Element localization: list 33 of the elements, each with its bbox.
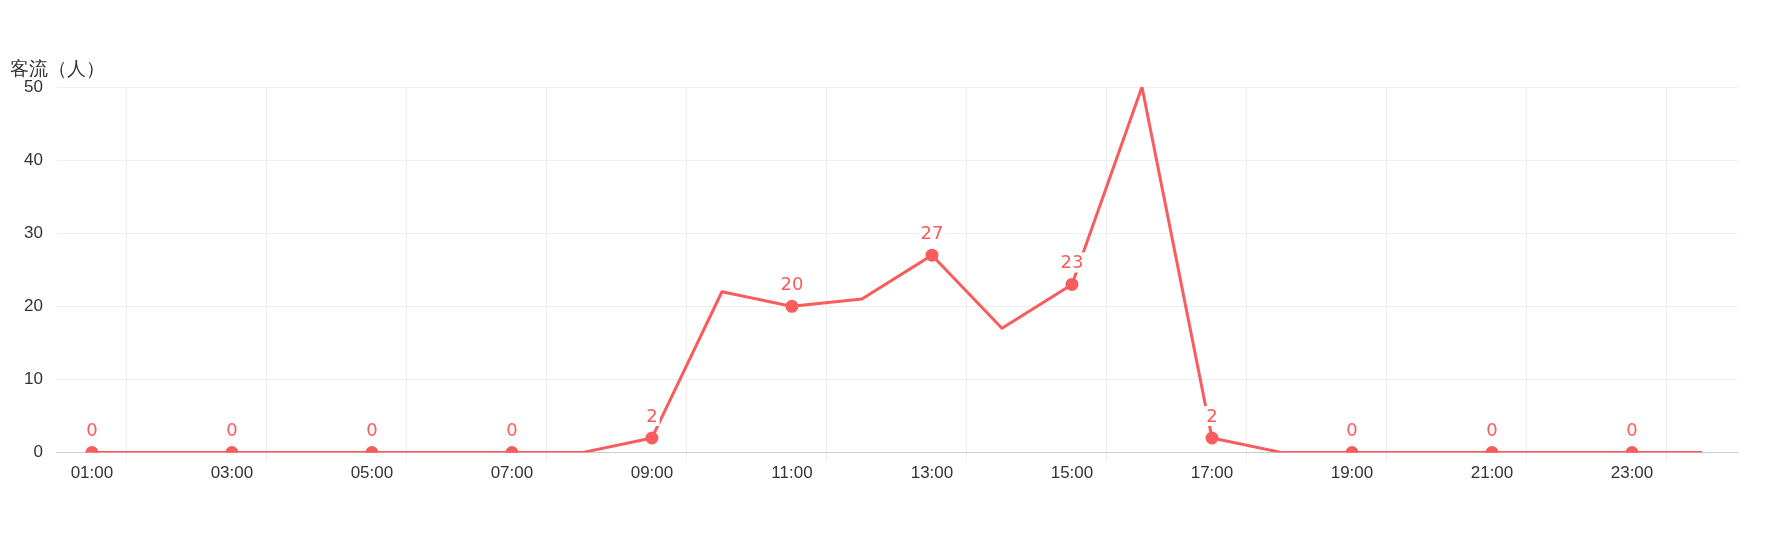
data-label: 20 bbox=[780, 273, 804, 295]
y-tick-label: 10 bbox=[23, 369, 43, 389]
x-tick-label: 09:00 bbox=[630, 463, 674, 483]
point bbox=[1065, 277, 1079, 291]
x-tick-label: 03:00 bbox=[210, 463, 254, 483]
x-tick-label: 23:00 bbox=[1610, 463, 1654, 483]
y-axis-title: 客流（人） bbox=[10, 56, 105, 80]
data-label: 0 bbox=[506, 419, 518, 441]
data-label: 27 bbox=[920, 221, 944, 243]
x-tick-label: 19:00 bbox=[1330, 463, 1374, 483]
data-label: 0 bbox=[86, 419, 98, 441]
data-label: 23 bbox=[1060, 251, 1084, 273]
point bbox=[785, 299, 799, 313]
data-label: 0 bbox=[226, 419, 238, 441]
y-tick-label: 0 bbox=[33, 442, 43, 462]
data-label: 2 bbox=[646, 404, 658, 426]
data-label: 0 bbox=[1346, 419, 1358, 441]
x-tick-label: 15:00 bbox=[1050, 463, 1094, 483]
data-label: 0 bbox=[1626, 419, 1638, 441]
x-tick-label: 07:00 bbox=[490, 463, 534, 483]
data-label: 0 bbox=[1486, 419, 1498, 441]
y-tick-label: 20 bbox=[23, 296, 43, 316]
x-tick-label: 11:00 bbox=[771, 463, 813, 483]
y-tick-label: 30 bbox=[23, 222, 43, 242]
y-tick-label: 40 bbox=[23, 149, 43, 169]
point bbox=[925, 248, 939, 262]
data-label: 0 bbox=[366, 419, 378, 441]
x-tick-label: 01:00 bbox=[70, 463, 114, 483]
x-tick-label: 17:00 bbox=[1190, 463, 1234, 483]
data-label: 2 bbox=[1206, 404, 1218, 426]
x-tick-label: 13:00 bbox=[910, 463, 954, 483]
x-tick-label: 05:00 bbox=[350, 463, 394, 483]
x-tick-label: 21:00 bbox=[1470, 463, 1514, 483]
